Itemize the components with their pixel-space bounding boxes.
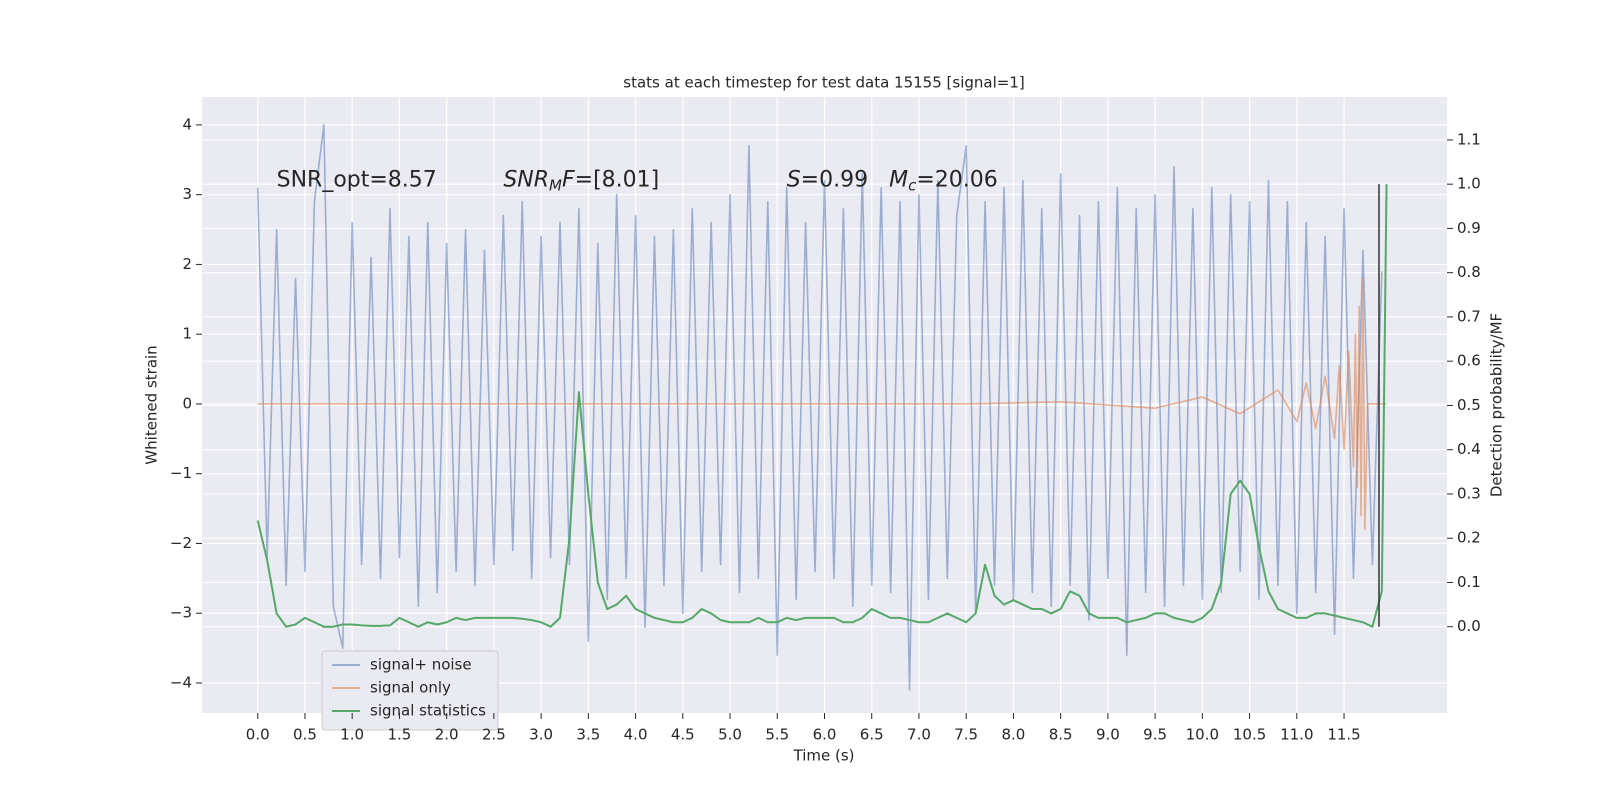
y-tick-label: −2 [170, 534, 192, 552]
x-tick-label: 11.0 [1280, 726, 1313, 744]
y2-tick-label: 0.3 [1457, 484, 1481, 502]
y2-tick-label: 0.9 [1457, 219, 1481, 237]
annotation-part: F [562, 168, 575, 193]
y-tick-label: 3 [182, 185, 192, 203]
series-line [257, 277, 1387, 531]
x-tick-label: 2.0 [435, 726, 459, 744]
y2-tick-label: 0.8 [1457, 263, 1481, 281]
y-tick-label: 0 [182, 394, 192, 412]
y2-axis-label: Detection probability/MF [1488, 313, 1506, 497]
overlay: SNR_opt=8.57 SNRMF=[8.01] S=0.99 Mc=20.06s… [277, 168, 1380, 731]
y2-tick-label: 1.0 [1457, 175, 1481, 193]
y-tick-label: −1 [170, 464, 192, 482]
x-tick-label: 1.5 [387, 726, 411, 744]
annotation: SNR_opt=8.57 [277, 168, 437, 193]
x-tick-label: 9.0 [1096, 726, 1120, 744]
annotation: SNRMF=[8.01] [503, 168, 659, 195]
x-tick-label: 7.5 [954, 726, 978, 744]
y2-tick-label: 0.6 [1457, 352, 1481, 370]
y2-tick-label: 0.5 [1457, 396, 1481, 414]
y-axis-label: Whitened strain [143, 345, 161, 464]
x-axis-label: Time (s) [793, 747, 855, 765]
x-tick-label: 2.5 [482, 726, 506, 744]
x-tick-label: 8.0 [1001, 726, 1025, 744]
x-tick-label: 9.5 [1143, 726, 1167, 744]
marks [256, 124, 1388, 691]
chart-title: stats at each timestep for test data 151… [623, 74, 1024, 92]
legend-box [321, 650, 499, 731]
series-line [256, 184, 1388, 628]
y-tick-label: −4 [170, 674, 192, 692]
annotation: S=0.99 Mc=20.06 [787, 168, 998, 195]
x-tick-label: 5.0 [718, 726, 742, 744]
annotation-part: c [908, 176, 917, 194]
y2-tick-label: 0.7 [1457, 307, 1481, 325]
x-tick-label: 6.0 [813, 726, 837, 744]
x-tick-label: 11.5 [1327, 726, 1360, 744]
x-tick-label: 4.5 [671, 726, 695, 744]
y-tick-label: 1 [182, 325, 192, 343]
y2-tick-label: 0.1 [1457, 573, 1481, 591]
annotation-part: =0.99 [801, 168, 889, 193]
x-tick-label: 10.5 [1233, 726, 1266, 744]
x-tick-label: 1.0 [340, 726, 364, 744]
legend-label: signal only [370, 679, 451, 697]
x-tick-label: 0.5 [293, 726, 317, 744]
legend-label: signal statistics [370, 702, 486, 720]
annotation-part: S [787, 168, 801, 193]
annotation-part: M [549, 176, 562, 194]
x-tick-label: 0.0 [246, 726, 270, 744]
y2-tick-label: 0.2 [1457, 529, 1481, 547]
annotation-part: SNR_opt=8.57 [277, 168, 437, 193]
y2-tick-label: 0.0 [1457, 617, 1481, 635]
y2-tick-label: 0.4 [1457, 440, 1481, 458]
annotation-part: M [889, 168, 908, 193]
x-tick-label: 3.5 [576, 726, 600, 744]
annotation-part: =20.06 [916, 168, 997, 193]
y-tick-label: −3 [170, 604, 192, 622]
y-tick-label: 4 [182, 115, 192, 133]
y-tick-label: 2 [182, 255, 192, 273]
annotation-part: =[8.01] [575, 168, 660, 193]
annotation-part: SNR [503, 168, 549, 193]
x-tick-label: 4.0 [624, 726, 648, 744]
x-tick-label: 3.0 [529, 726, 553, 744]
series-line [256, 124, 1383, 691]
x-tick-label: 5.5 [765, 726, 789, 744]
x-tick-label: 10.0 [1186, 726, 1219, 744]
y2-tick-label: 1.1 [1457, 130, 1481, 148]
x-tick-label: 7.0 [907, 726, 931, 744]
x-tick-label: 6.5 [860, 726, 884, 744]
x-tick-label: 8.5 [1049, 726, 1073, 744]
legend-label: signal+ noise [370, 656, 472, 674]
